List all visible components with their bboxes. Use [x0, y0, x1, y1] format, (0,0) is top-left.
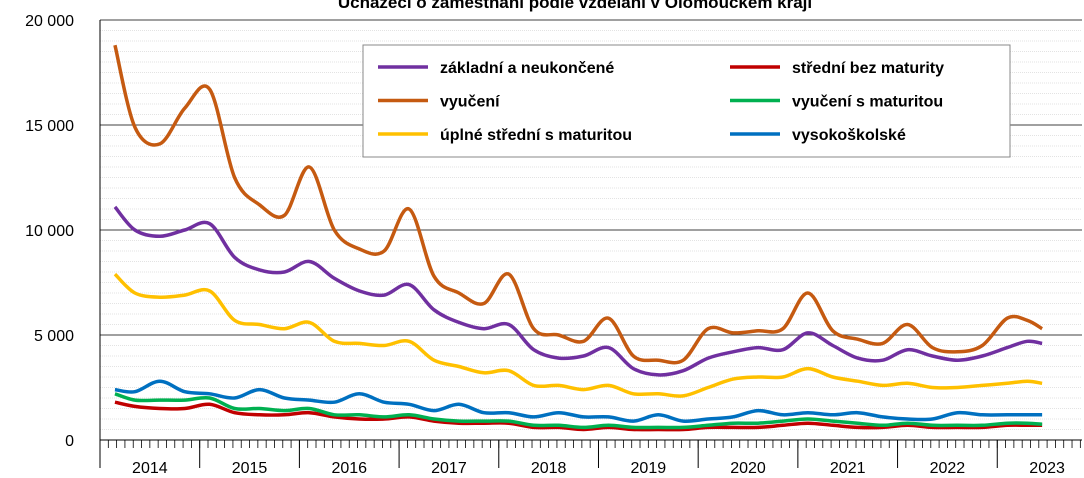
x-tick-label: 2020 — [730, 460, 766, 477]
series-line — [113, 205, 1043, 377]
x-tick-label: 2017 — [431, 460, 467, 477]
legend-label: střední bez maturity — [792, 60, 944, 77]
series-line — [114, 400, 1043, 432]
legend-label: základní a neukončené — [440, 60, 614, 77]
x-tick-label: 2022 — [930, 460, 966, 477]
x-tick-label: 2023 — [1029, 460, 1065, 477]
x-tick-label: 2019 — [631, 460, 667, 477]
legend-label: vyučení — [440, 94, 500, 111]
x-tick-label: 2014 — [132, 460, 168, 477]
legend-box — [362, 44, 1011, 158]
y-tick-label: 10 000 — [25, 223, 74, 240]
series-line — [113, 272, 1043, 398]
series-line — [114, 392, 1043, 430]
chart-title: Uchazeči o zaměstnání podle vzdělání v O… — [338, 0, 812, 12]
x-tick-label: 2016 — [331, 460, 367, 477]
series-line — [113, 44, 1044, 365]
x-tick-label: 2021 — [830, 460, 866, 477]
y-tick-label: 20 000 — [25, 13, 74, 30]
y-tick-label: 0 — [65, 433, 74, 450]
x-tick-label: 2018 — [531, 460, 567, 477]
legend-label: vysokoškolské — [792, 127, 906, 144]
y-tick-label: 5 000 — [34, 328, 74, 345]
series-line — [114, 379, 1043, 423]
y-tick-label: 15 000 — [25, 118, 74, 135]
legend-label: vyučení s maturitou — [792, 94, 943, 111]
x-tick-label: 2015 — [232, 460, 268, 477]
legend-label: úplné střední s maturitou — [440, 127, 632, 144]
